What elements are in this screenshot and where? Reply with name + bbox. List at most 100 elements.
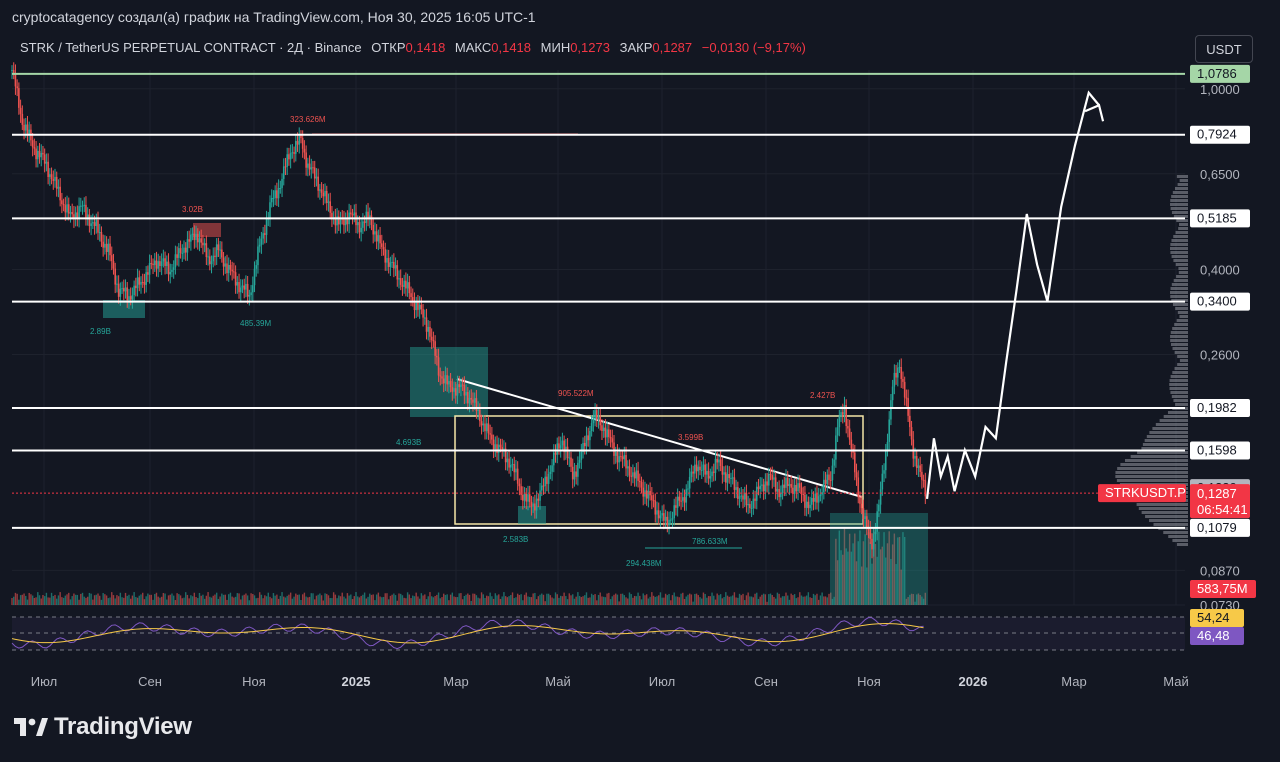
candle-body — [613, 442, 615, 456]
time-axis[interactable]: Июл Сен Ноя 2025 Мар Май Июл Сен Ноя 2026 Мар Май — [31, 674, 1189, 689]
volume-profile-bar — [1141, 447, 1188, 450]
candle-body — [157, 261, 159, 269]
volume-bar — [370, 594, 373, 605]
volume-bar — [558, 597, 560, 605]
tradingview-logo[interactable]: TradingView — [14, 713, 192, 741]
candle-body — [164, 258, 166, 266]
volume-bar — [578, 595, 581, 605]
candle-body — [362, 221, 364, 228]
candle-body — [649, 490, 651, 496]
candle-body — [912, 439, 915, 459]
volume-bar — [97, 593, 99, 605]
candle-body — [639, 480, 641, 483]
volume-bar — [895, 564, 897, 605]
volume-bar — [307, 597, 309, 605]
volume-bar — [633, 595, 636, 605]
volume-profile-bar — [1175, 263, 1188, 266]
volume-profile-bar — [1172, 347, 1188, 350]
volume-bar — [357, 596, 359, 605]
candle-body — [272, 197, 275, 199]
volume-annotation: 294.438M — [626, 559, 662, 568]
candle-body — [484, 423, 486, 432]
volume-bar — [215, 592, 218, 605]
volume-bar — [864, 534, 866, 605]
candle-body — [520, 486, 522, 495]
candle-body — [525, 493, 528, 502]
volume-bar — [764, 594, 767, 605]
candle-body — [675, 505, 677, 508]
volume-bar — [393, 593, 395, 605]
candle-body — [559, 445, 562, 449]
candle-body — [162, 258, 165, 262]
volume-bar — [93, 595, 96, 605]
volume-bar — [456, 597, 459, 605]
projection-path[interactable] — [925, 90, 1105, 500]
candle-body — [381, 243, 383, 247]
volume-bar — [45, 592, 48, 605]
volume-bar — [551, 597, 553, 605]
volume-bar — [489, 592, 491, 605]
candle-body — [128, 296, 130, 301]
candle-body — [35, 148, 37, 160]
candle-body — [914, 456, 916, 459]
candle-body — [735, 487, 737, 490]
volume-annotation: 485.39M — [240, 319, 271, 328]
volume-bar — [833, 596, 835, 605]
volume-bar — [142, 592, 144, 605]
candle-body — [52, 179, 55, 181]
volume-bar — [131, 595, 134, 605]
close-value: 0,1287 — [652, 40, 693, 55]
volume-bar — [783, 596, 785, 605]
volume-bar — [800, 595, 803, 605]
volume-bar — [876, 556, 878, 605]
candle-body — [196, 233, 199, 243]
candle-body — [652, 500, 655, 502]
candle-body — [669, 519, 672, 521]
volume-bar — [293, 596, 295, 605]
candle-body — [780, 493, 782, 498]
volume-profile-bar — [1175, 307, 1188, 310]
volume-annotation: 3.599B — [678, 433, 703, 442]
volume-bar — [418, 598, 421, 605]
candle-body — [692, 471, 694, 474]
volume-bar — [587, 597, 589, 605]
volume-profile-bar — [1173, 279, 1188, 282]
volume-bar — [838, 530, 841, 605]
volume-bar — [193, 592, 196, 605]
volume-bar — [384, 593, 386, 605]
volume-bar — [499, 598, 502, 605]
symbol-title[interactable]: STRK / TetherUS PERPETUAL CONTRACT · 2Д … — [20, 40, 362, 55]
volume-bar — [740, 595, 742, 605]
volume-annotations: 323.626M 3.02B 2.89B 485.39M 905.522M 4.693B 3… — [90, 115, 835, 568]
volume-bar — [828, 593, 830, 605]
candle-body — [804, 494, 806, 508]
volume-bar — [396, 600, 398, 605]
volume-bar — [283, 596, 285, 605]
volume-bar — [372, 594, 374, 605]
volume-bar — [42, 594, 44, 605]
volume-bar — [100, 599, 103, 605]
volume-bar — [424, 594, 426, 605]
currency-button[interactable]: USDT — [1195, 35, 1253, 63]
volume-profile-bar — [1178, 267, 1188, 270]
candle-body — [508, 458, 510, 468]
candle-body — [98, 232, 101, 234]
candle-body — [807, 501, 810, 509]
candle-body — [436, 355, 438, 358]
volume-profile-bar — [1174, 351, 1188, 354]
volume-bar — [541, 593, 543, 605]
volume-bar — [181, 598, 183, 605]
volume-bar — [174, 600, 177, 605]
candle-body — [487, 423, 490, 434]
volume-profile-bar — [1170, 295, 1188, 298]
candle-body — [915, 456, 918, 468]
volume-bar — [597, 594, 600, 605]
volume-profile-bar — [1167, 411, 1188, 414]
volume-profile-bar — [1141, 511, 1188, 514]
price-badges: 1,07860,79240,51850,34000,19820,15980,13… — [1098, 64, 1256, 645]
candle-body — [49, 174, 51, 178]
horizontal-levels[interactable] — [12, 72, 1185, 529]
candle-body — [133, 285, 135, 296]
candle-body — [776, 489, 779, 492]
